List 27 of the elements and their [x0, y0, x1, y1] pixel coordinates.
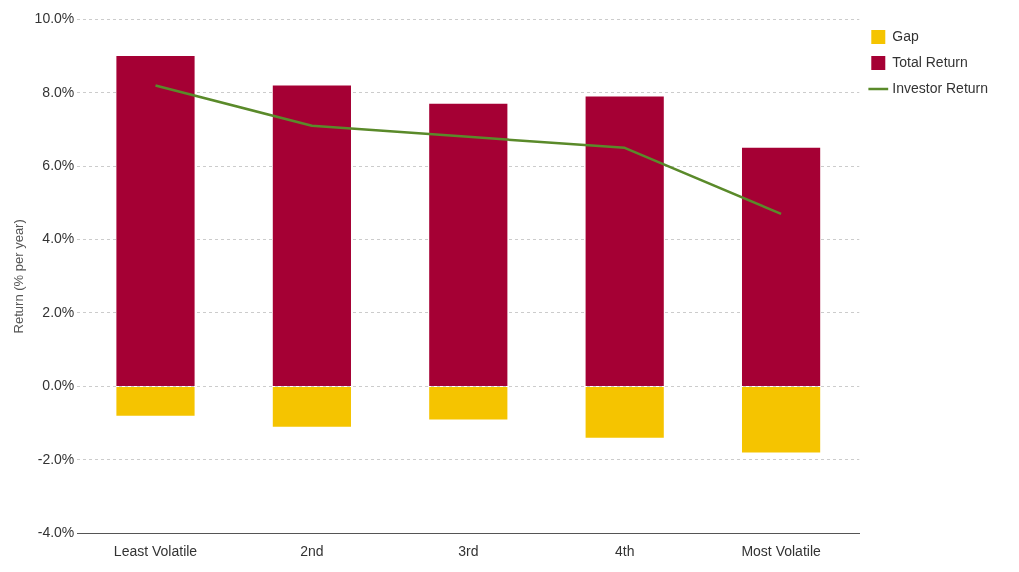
y-tick-label: 8.0% — [42, 83, 75, 100]
y-tick-label: 0.0% — [42, 377, 75, 394]
x-tick-label: 3rd — [458, 543, 479, 560]
y-tick-label: -2.0% — [37, 450, 75, 467]
bar — [116, 56, 195, 386]
x-tick-label: Most Volatile — [741, 543, 821, 560]
bar — [272, 386, 351, 427]
y-tick-label: 4.0% — [42, 230, 75, 247]
bar — [741, 147, 821, 386]
x-tick-label: 2nd — [300, 543, 324, 560]
legend-label: Investor Return — [892, 79, 989, 96]
y-tick-label: 10.0% — [34, 10, 75, 27]
x-tick-label: Least Volatile — [113, 543, 198, 560]
y-tick-label: 6.0% — [42, 157, 75, 174]
bar — [429, 103, 508, 386]
y-tick-label: -4.0% — [37, 524, 75, 541]
y-axis-title: Return (% per year) — [11, 219, 27, 334]
bar — [741, 386, 821, 453]
bar — [272, 85, 351, 386]
bar — [429, 386, 508, 420]
y-tick-label: 2.0% — [42, 303, 75, 320]
legend-label: Total Return — [892, 53, 968, 70]
x-tick-label: 4th — [614, 543, 635, 560]
bar — [585, 386, 664, 438]
bar — [585, 96, 664, 386]
bar — [116, 386, 195, 416]
legend-label: Gap — [892, 27, 919, 44]
